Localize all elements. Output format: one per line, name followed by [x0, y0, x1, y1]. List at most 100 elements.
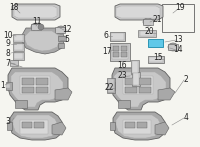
Polygon shape	[14, 6, 57, 18]
Bar	[125, 122, 135, 128]
Bar	[55, 27, 65, 33]
Bar	[131, 60, 139, 74]
Bar	[125, 78, 137, 85]
Polygon shape	[8, 68, 68, 110]
Ellipse shape	[31, 23, 41, 31]
Bar	[108, 79, 114, 92]
Polygon shape	[158, 88, 175, 100]
Text: 19: 19	[175, 4, 185, 12]
Polygon shape	[115, 4, 163, 20]
Text: 18: 18	[9, 4, 19, 12]
Ellipse shape	[38, 24, 44, 30]
Ellipse shape	[143, 18, 153, 26]
Text: 20: 20	[144, 27, 154, 36]
Polygon shape	[11, 72, 63, 107]
Bar	[13, 43, 24, 51]
Ellipse shape	[168, 43, 178, 51]
Bar	[14, 44, 23, 50]
Text: 5: 5	[65, 35, 69, 45]
Polygon shape	[55, 88, 72, 100]
Bar	[132, 61, 138, 73]
Text: 15: 15	[153, 54, 163, 62]
Polygon shape	[52, 122, 66, 135]
Bar	[36, 87, 48, 93]
Bar	[168, 44, 178, 50]
Bar	[22, 122, 32, 128]
Bar	[20, 76, 50, 94]
Text: 21: 21	[152, 15, 162, 25]
Bar	[123, 120, 151, 134]
Bar	[139, 78, 151, 85]
Bar	[143, 19, 153, 25]
Text: 22: 22	[104, 83, 114, 92]
Bar	[125, 87, 137, 93]
Bar	[36, 78, 48, 85]
Text: 23: 23	[117, 71, 127, 81]
Text: 9: 9	[6, 40, 10, 49]
Bar	[113, 46, 119, 51]
Text: 4: 4	[184, 113, 188, 122]
Bar	[10, 60, 18, 66]
Bar	[139, 87, 151, 93]
Polygon shape	[113, 112, 165, 140]
Text: 7: 7	[6, 59, 10, 67]
Bar	[22, 87, 34, 93]
Bar	[138, 30, 156, 37]
Bar	[113, 52, 119, 57]
Text: 10: 10	[3, 30, 13, 40]
Bar	[162, 4, 194, 32]
Text: 11: 11	[32, 17, 42, 26]
Polygon shape	[22, 28, 65, 54]
Polygon shape	[6, 84, 10, 88]
Polygon shape	[110, 122, 115, 130]
Bar	[22, 78, 34, 85]
Polygon shape	[13, 115, 58, 138]
Bar	[132, 72, 140, 86]
Bar	[15, 100, 27, 108]
Bar	[20, 120, 48, 134]
Bar	[31, 24, 41, 30]
Polygon shape	[112, 68, 170, 110]
Text: 2: 2	[184, 76, 188, 85]
Polygon shape	[116, 6, 160, 18]
Bar	[14, 53, 23, 59]
Bar	[111, 33, 124, 40]
Bar	[133, 73, 139, 85]
Polygon shape	[25, 31, 60, 51]
Text: 3: 3	[6, 117, 10, 127]
Polygon shape	[10, 112, 62, 140]
Bar	[58, 43, 64, 48]
Bar	[123, 76, 153, 94]
Bar	[121, 46, 127, 51]
Polygon shape	[116, 115, 161, 138]
Text: 8: 8	[6, 49, 10, 57]
Polygon shape	[12, 4, 60, 20]
Text: 6: 6	[104, 30, 108, 40]
Bar	[107, 78, 115, 93]
Bar	[149, 57, 163, 62]
Bar	[140, 31, 154, 36]
Bar	[137, 122, 147, 128]
Text: 13: 13	[173, 35, 183, 45]
Polygon shape	[109, 84, 113, 88]
Text: 12: 12	[62, 25, 72, 35]
Bar	[118, 100, 130, 108]
Bar	[121, 52, 127, 57]
Bar	[148, 56, 164, 63]
Ellipse shape	[56, 26, 66, 34]
Bar	[13, 52, 24, 60]
Bar	[110, 43, 130, 61]
Text: 1: 1	[1, 81, 5, 90]
Bar	[58, 36, 66, 41]
Text: 17: 17	[102, 47, 112, 56]
Polygon shape	[7, 122, 12, 130]
Polygon shape	[6, 82, 12, 90]
Polygon shape	[114, 72, 166, 107]
Bar	[34, 122, 44, 128]
Polygon shape	[155, 122, 169, 135]
Text: 14: 14	[173, 46, 183, 55]
Bar	[112, 45, 128, 59]
Polygon shape	[109, 82, 115, 90]
Bar	[148, 39, 163, 47]
Bar	[110, 32, 125, 41]
